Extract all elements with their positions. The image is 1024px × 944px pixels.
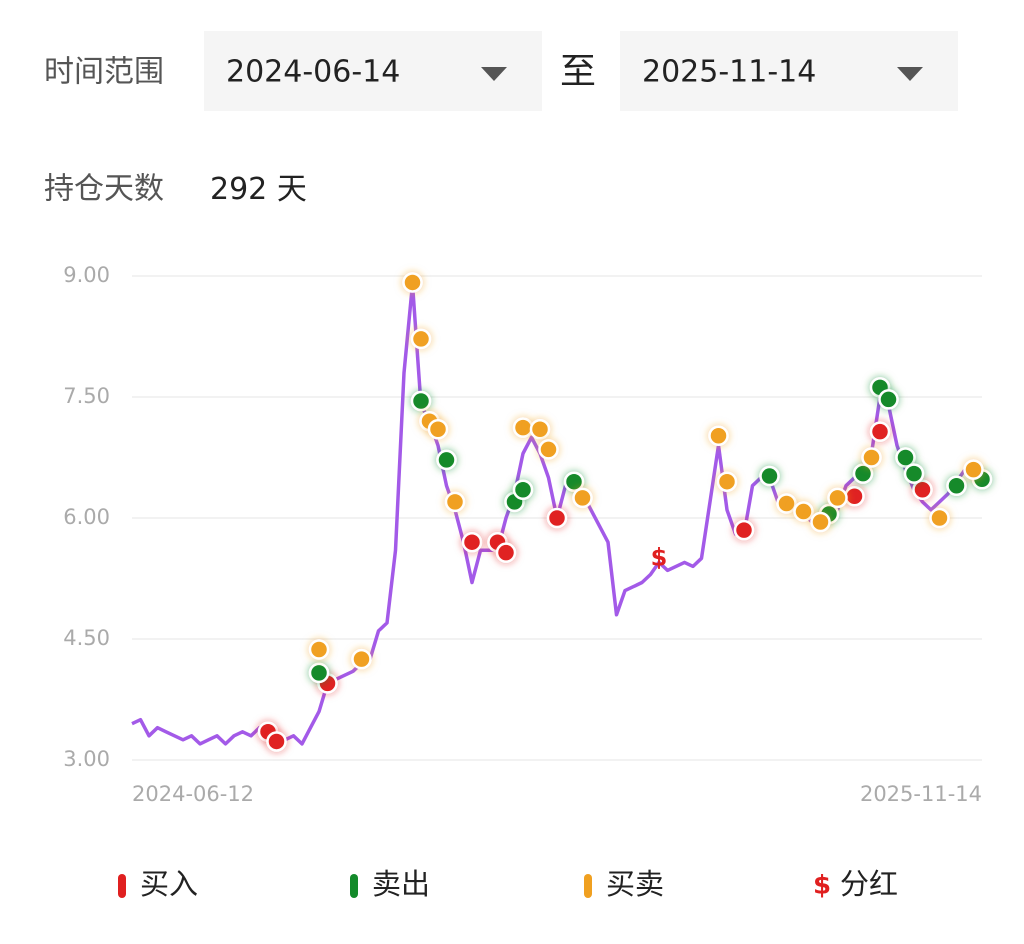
trade-marker [759,465,780,487]
start-date: 2024-06-14 [226,55,400,90]
trade-marker [861,447,882,468]
range-label: 时间范围 [44,55,164,90]
trade-marker [903,463,925,484]
trade-marker [716,471,738,492]
end-date: 2025-11-14 [642,55,816,90]
legend-swatch [350,874,358,898]
y-tick-label: 9.00 [63,263,110,287]
trade-marker [308,662,330,684]
holding-days-unit: 天 [277,172,307,207]
trade-marker [878,389,899,410]
trade-marker [895,447,916,468]
dropdown-arrow [897,67,923,81]
trade-marker [512,479,534,501]
trade-marker [852,463,874,484]
trade-marker [308,639,330,660]
dropdown-arrow [481,67,507,81]
trade-marker [827,487,848,509]
trade-marker [410,328,432,350]
trade-marker [436,449,457,471]
holding-days: 292 天 [210,172,307,207]
trade-marker [351,648,372,670]
trade-marker [538,439,559,460]
trade-marker [810,511,831,533]
trade-marker [427,419,449,440]
y-tick-label: 7.50 [63,384,110,408]
holding-label: 持仓天数 [44,172,164,207]
holding-days-value: 292 [210,172,267,207]
trade-marker [946,475,967,496]
trade-marker [844,485,865,507]
legend-label: 买卖 [606,867,664,901]
legend-label: 分红 [840,867,898,901]
x-tick-label: 2024-06-12 [132,782,254,806]
trade-marker [410,390,432,412]
trade-marker [444,491,466,513]
trade-marker [529,419,551,440]
trade-marker [572,487,593,509]
x-tick-label: 2025-11-14 [860,782,982,806]
legend-label: 买入 [140,867,198,901]
trade-marker [402,272,423,293]
trade-marker [708,425,729,446]
trade-marker [495,542,517,563]
y-tick-label: 3.00 [63,747,110,771]
legend-swatch [118,874,126,898]
legend-swatch [584,874,592,898]
dividend-marker: $ [651,543,668,571]
y-tick-label: 6.00 [63,505,110,529]
separator: 至 [560,51,596,92]
trade-marker [912,479,933,501]
legend-label: 卖出 [372,867,430,901]
trade-marker [512,417,534,438]
trade-marker [929,507,950,529]
legend-symbol: $ [813,871,831,901]
y-tick-label: 4.50 [63,626,110,650]
trade-marker [461,531,483,553]
trade-marker [266,731,287,752]
trade-marker [563,471,585,492]
trade-marker [869,421,891,442]
trade-marker [733,519,755,541]
trade-marker [776,493,797,514]
trade-marker [793,501,814,522]
trade-marker [963,459,984,480]
trade-marker [546,507,568,529]
